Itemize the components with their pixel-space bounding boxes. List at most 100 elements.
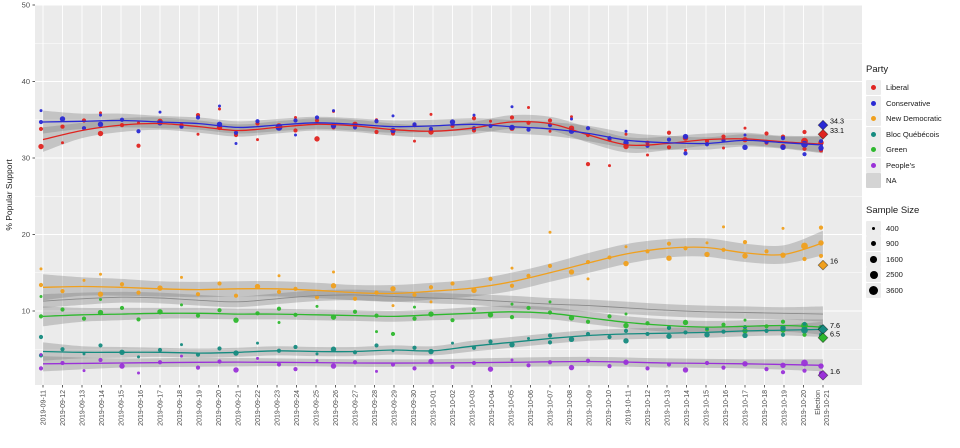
x-tick-label: 2019-10-01 bbox=[431, 390, 438, 426]
poll-point-Green bbox=[510, 302, 514, 306]
result-label-Bloc Québécois: 7.6 bbox=[830, 321, 840, 330]
poll-point-Conservative bbox=[39, 109, 43, 113]
poll-point-New Democratic bbox=[666, 241, 672, 246]
poll-point-Conservative bbox=[59, 116, 66, 122]
poll-point-Liberal bbox=[429, 112, 433, 116]
x-tick-label: 2019-09-22 bbox=[255, 390, 262, 426]
x-tick-label: 2019-09-25 bbox=[314, 390, 321, 426]
poll-point-Liberal bbox=[99, 111, 102, 115]
poll-point-Green bbox=[217, 308, 222, 313]
poll-point-New Democratic bbox=[390, 286, 396, 292]
poll-point-People's bbox=[802, 368, 807, 373]
poll-point-Liberal bbox=[294, 115, 297, 119]
poll-point-Bloc Québécois bbox=[180, 343, 183, 347]
poll-point-New Democratic bbox=[314, 295, 320, 300]
poll-point-New Democratic bbox=[412, 292, 417, 298]
poll-point-Green bbox=[233, 317, 239, 323]
poll-point-Conservative bbox=[570, 117, 573, 121]
poll-point-Liberal bbox=[570, 115, 573, 119]
poll-point-Green bbox=[526, 305, 531, 311]
poll-point-New Democratic bbox=[195, 292, 201, 297]
poll-point-Conservative bbox=[802, 152, 807, 157]
party-color-key bbox=[866, 126, 881, 142]
election-result-markers: 34.333.1 16 7.66.5 1.6 bbox=[817, 117, 844, 381]
poll-point-Liberal bbox=[548, 129, 552, 133]
trend-line-Green bbox=[42, 311, 824, 328]
poll-point-Liberal bbox=[764, 131, 769, 136]
x-tick-label: 2019-10-09 bbox=[587, 390, 594, 426]
party-color-dot bbox=[871, 162, 876, 168]
poll-point-Green bbox=[413, 305, 416, 309]
sample-size-entry-3600: 3600 bbox=[866, 282, 960, 299]
x-tick-label: 2019-10-10 bbox=[606, 390, 613, 426]
axis-ticks-and-labels: 10 20 30 40 50 2019-09-11 2019-09-12 2019-09-13… bbox=[22, 1, 831, 426]
poll-point-Liberal bbox=[624, 132, 628, 136]
x-tick-label: 2019-10-21 bbox=[824, 390, 831, 426]
poll-point-New Democratic bbox=[568, 269, 575, 275]
poll-point-Conservative bbox=[472, 113, 476, 117]
poll-point-Liberal bbox=[374, 129, 379, 135]
poll-point-Liberal bbox=[97, 130, 104, 137]
poll-point-Bloc Québécois bbox=[607, 334, 612, 340]
x-tick-label: 2019-09-19 bbox=[197, 390, 204, 426]
trend-line-Liberal bbox=[42, 120, 824, 147]
party-color-key bbox=[866, 157, 881, 173]
poll-point-Conservative bbox=[157, 120, 163, 126]
x-tick-label: 2019-10-11 bbox=[626, 390, 633, 425]
x-tick-label: 2019-10-07 bbox=[548, 390, 555, 426]
poll-point-New Democratic bbox=[705, 241, 709, 245]
poll-point-New Democratic bbox=[704, 251, 710, 258]
poll-point-Bloc Québécois bbox=[742, 332, 748, 339]
x-tick-label: 2019-09-17 bbox=[158, 390, 165, 426]
poll-point-New Democratic bbox=[233, 293, 239, 298]
poll-point-Green bbox=[585, 319, 591, 324]
poll-point-People's bbox=[780, 362, 786, 369]
result-diamond-Green bbox=[817, 332, 829, 344]
legend-entry-conservative: Conservative bbox=[866, 95, 960, 112]
poll-point-People's bbox=[256, 356, 259, 360]
poll-point-New Democratic bbox=[429, 300, 433, 304]
legend-panel: Party Liberal Conservative New Democratic B… bbox=[866, 64, 960, 298]
party-color-dot bbox=[871, 100, 876, 106]
poll-point-Bloc Québécois bbox=[217, 346, 222, 351]
poll-point-Green bbox=[315, 304, 319, 308]
minor-gridlines bbox=[35, 42, 862, 350]
legend-entry-label: People's bbox=[886, 160, 915, 170]
poll-point-Conservative bbox=[780, 136, 786, 141]
poll-point-New Democratic bbox=[332, 270, 335, 274]
poll-point-Liberal bbox=[38, 143, 44, 150]
legend-entry-label: New Democratic bbox=[886, 114, 942, 124]
poll-point-People's bbox=[98, 357, 103, 363]
trend-lines bbox=[42, 119, 824, 366]
x-tick-label: 2019-10-03 bbox=[470, 390, 477, 426]
result-diamond-Bloc Québécois bbox=[817, 323, 829, 335]
poll-point-Bloc Québécois bbox=[802, 321, 807, 327]
poll-point-New Democratic bbox=[254, 283, 261, 290]
poll-point-Conservative bbox=[683, 151, 688, 156]
poll-point-Green bbox=[99, 298, 102, 302]
x-tick-label: 2019-09-24 bbox=[294, 390, 301, 426]
party-color-key bbox=[866, 80, 881, 96]
poll-point-Bloc Québécois bbox=[488, 339, 493, 344]
poll-point-People's bbox=[818, 363, 824, 369]
poll-point-Bloc Québécois bbox=[293, 344, 298, 350]
poll-point-Bloc Québécois bbox=[623, 338, 629, 344]
poll-point-Conservative bbox=[38, 119, 44, 125]
poll-point-Green bbox=[412, 316, 417, 321]
poll-point-Bloc Québécois bbox=[547, 333, 553, 338]
poll-point-Conservative bbox=[391, 114, 395, 118]
poll-point-Liberal bbox=[81, 118, 87, 123]
poll-point-Liberal bbox=[608, 164, 611, 168]
poll-point-Conservative bbox=[682, 133, 689, 140]
poll-point-Bloc Québécois bbox=[233, 350, 239, 356]
x-tick-label: 2019-09-16 bbox=[138, 390, 145, 426]
x-tick-label: 2019-09-11 bbox=[41, 390, 48, 425]
poll-point-Liberal bbox=[666, 130, 672, 135]
sample-size-label: 900 bbox=[886, 239, 899, 249]
result-label-New Democratic: 16 bbox=[830, 257, 838, 266]
x-tick-label: 2019-09-30 bbox=[411, 390, 418, 426]
x-tick-label: 2019-09-18 bbox=[177, 390, 184, 426]
poll-point-People's bbox=[568, 364, 575, 371]
poll-point-Green bbox=[38, 314, 44, 319]
